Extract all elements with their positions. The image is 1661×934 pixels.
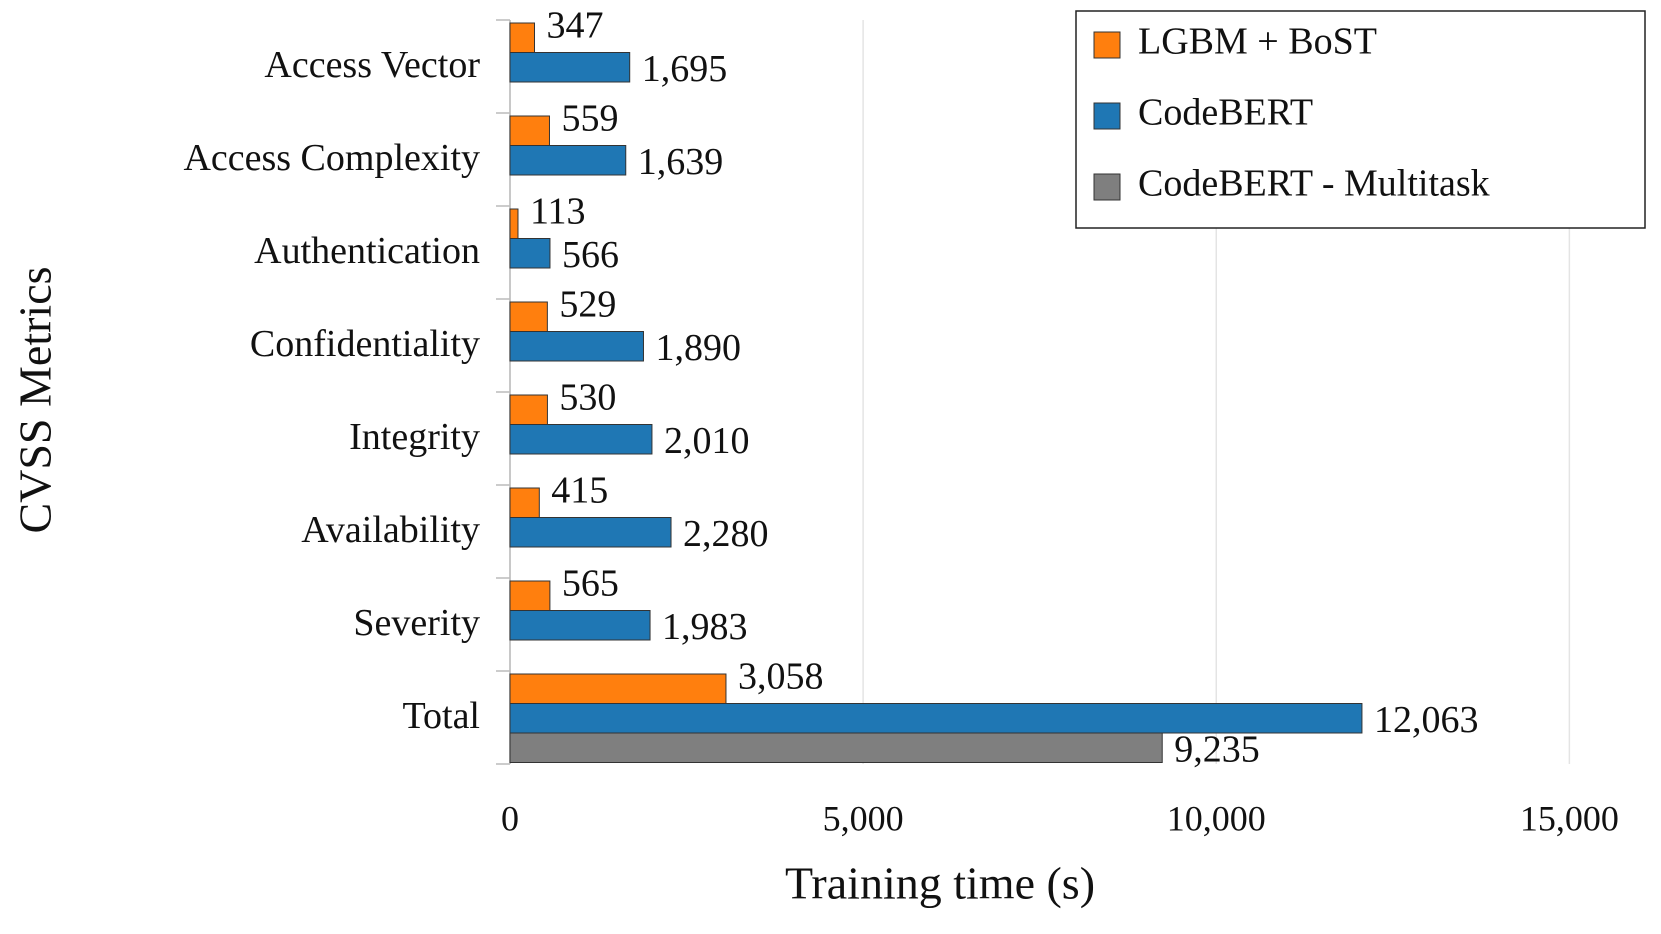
y-tick-label: Severity [353, 602, 480, 644]
legend-label: CodeBERT - Multitask [1138, 163, 1490, 205]
value-label: 559 [561, 98, 618, 140]
legend-label: LGBM + BoST [1138, 21, 1377, 63]
value-label: 415 [551, 470, 608, 512]
x-tick-label: 15,000 [1520, 798, 1619, 838]
y-tick-label: Access Complexity [183, 137, 480, 179]
x-tick-label: 0 [501, 798, 519, 838]
y-tick-label: Availability [301, 509, 480, 551]
legend-swatch [1093, 102, 1121, 130]
bar [509, 115, 550, 146]
value-label: 2,280 [683, 513, 769, 555]
bar [509, 208, 519, 239]
y-axis-title: CVSS Metrics [10, 266, 61, 533]
bar [509, 145, 627, 176]
legend-label: CodeBERT [1138, 92, 1313, 134]
value-label: 1,890 [655, 327, 741, 369]
value-label: 12,063 [1374, 699, 1479, 741]
bar [509, 301, 548, 332]
bar [509, 487, 540, 518]
y-tick-label: Confidentiality [250, 323, 480, 365]
y-tick-label: Integrity [349, 416, 480, 458]
bar [509, 610, 651, 641]
value-label: 2,010 [664, 420, 750, 462]
y-tick-label: Total [402, 695, 480, 737]
value-label: 566 [562, 234, 619, 276]
value-label: 565 [562, 563, 619, 605]
bar [509, 732, 1163, 763]
value-label: 113 [530, 191, 586, 233]
value-label: 9,235 [1174, 729, 1260, 771]
value-label: 529 [559, 284, 616, 326]
value-label: 1,983 [662, 606, 748, 648]
bar [509, 331, 644, 362]
bar [509, 673, 727, 704]
value-label: 1,695 [642, 48, 728, 90]
bar [509, 22, 536, 53]
value-label: 1,639 [638, 141, 724, 183]
bar [509, 517, 672, 548]
bar [509, 703, 1363, 734]
value-label: 530 [559, 377, 616, 419]
value-label: 347 [547, 5, 604, 47]
value-label: 3,058 [738, 656, 824, 698]
legend-box [1075, 10, 1646, 229]
bar [509, 394, 548, 425]
legend-swatch [1093, 173, 1121, 201]
bar [509, 52, 631, 83]
x-tick-label: 5,000 [823, 798, 904, 838]
x-axis-title: Training time (s) [785, 858, 1095, 909]
y-tick-label: Access Vector [264, 44, 480, 86]
bar [509, 580, 551, 611]
bar [509, 238, 551, 269]
legend-swatch [1093, 31, 1121, 59]
bar [509, 424, 653, 455]
y-tick-label: Authentication [254, 230, 480, 272]
x-tick-label: 10,000 [1167, 798, 1266, 838]
